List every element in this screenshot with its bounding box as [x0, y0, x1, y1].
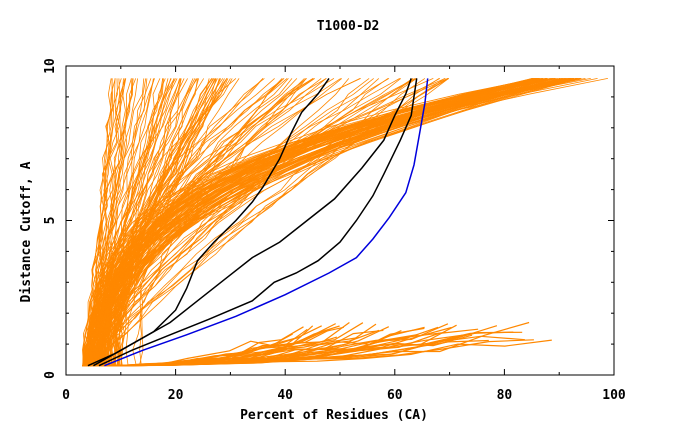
background-series-line — [96, 78, 571, 366]
highlight-series-line-3 — [98, 78, 418, 367]
background-series-line — [92, 78, 562, 366]
background-series-line — [84, 78, 178, 366]
background-series-line — [110, 78, 572, 366]
y-tick-label: 0 — [43, 371, 58, 379]
highlight-series-group — [87, 77, 429, 367]
x-tick-label: 100 — [602, 388, 626, 403]
chart-title: T1000-D2 — [317, 19, 380, 34]
background-series-line — [93, 78, 538, 366]
background-series-line — [119, 78, 578, 366]
x-tick-label: 60 — [387, 388, 403, 403]
background-series-group — [82, 78, 608, 367]
background-series-line — [114, 78, 535, 366]
y-axis-label: Distance Cutoff, A — [19, 161, 34, 302]
background-series-line — [86, 78, 572, 366]
background-series-line — [125, 78, 591, 366]
y-tick-label: 10 — [43, 58, 58, 74]
background-series-line — [86, 78, 568, 366]
background-series-line — [121, 78, 581, 366]
y-axis-ticks: 0 5 10 — [43, 58, 614, 379]
background-series-line — [94, 78, 449, 366]
background-series-line — [113, 78, 533, 366]
x-tick-label: 80 — [497, 388, 513, 403]
background-series-line — [102, 78, 598, 366]
x-axis-ticks: 0 20 40 60 80 100 — [62, 66, 626, 403]
background-series-line — [83, 78, 155, 366]
background-series-line — [132, 78, 608, 366]
highlight-series-line-4 — [104, 78, 429, 367]
background-series-line — [104, 78, 579, 366]
x-tick-label: 0 — [62, 388, 70, 403]
background-series-line — [116, 78, 582, 366]
y-tick-label: 5 — [43, 217, 58, 225]
background-series-line — [139, 78, 582, 366]
background-series-line — [115, 78, 577, 366]
x-tick-label: 40 — [277, 388, 293, 403]
x-axis-label: Percent of Residues (CA) — [240, 408, 428, 423]
background-series-line — [82, 326, 425, 367]
x-tick-label: 20 — [168, 388, 184, 403]
highlight-series-line-2 — [87, 78, 412, 367]
background-series-line — [95, 78, 543, 366]
